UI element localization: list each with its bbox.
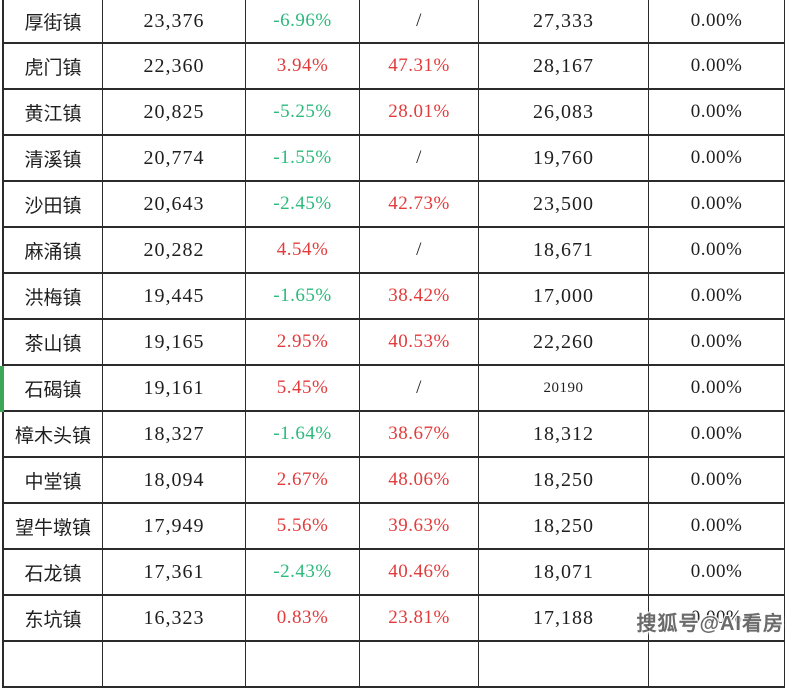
mom-change-cell: -6.96% <box>246 0 360 44</box>
ref-price-cell: 27,333 <box>479 0 649 44</box>
yoy-change-cell: / <box>360 0 479 44</box>
change-pct-cell: 0.00% <box>649 90 785 136</box>
price-cell: 17,949 <box>103 504 246 550</box>
ref-price-cell: 20190 <box>479 366 649 412</box>
ref-price-cell: 18,312 <box>479 412 649 458</box>
mom-change-cell: -1.55% <box>246 136 360 182</box>
change-pct-cell: 0.00% <box>649 228 785 274</box>
yoy-change-cell: 39.63% <box>360 504 479 550</box>
ref-price-cell: 17,188 <box>479 596 649 642</box>
price-cell: 20,825 <box>103 90 246 136</box>
price-cell: 22,360 <box>103 44 246 90</box>
yoy-change-cell: 38.67% <box>360 412 479 458</box>
ref-price-cell: 17,000 <box>479 274 649 320</box>
mom-change-cell: -1.65% <box>246 274 360 320</box>
mom-change-cell: 3.94% <box>246 44 360 90</box>
change-pct-cell: 0.00% <box>649 504 785 550</box>
mom-change-cell: 0.83% <box>246 596 360 642</box>
ref-price-cell: 22,260 <box>479 320 649 366</box>
price-cell: 20,643 <box>103 182 246 228</box>
yoy-change-cell: / <box>360 136 479 182</box>
price-cell: 19,161 <box>103 366 246 412</box>
yoy-change-cell: 42.73% <box>360 182 479 228</box>
clipped-empty-cell <box>479 642 649 688</box>
ref-price-cell: 23,500 <box>479 182 649 228</box>
ref-price-cell: 18,071 <box>479 550 649 596</box>
change-pct-cell: 0.00% <box>649 136 785 182</box>
change-pct-cell: 0.00% <box>649 274 785 320</box>
clipped-empty-cell <box>360 642 479 688</box>
ref-price-cell: 18,250 <box>479 458 649 504</box>
town-name-cell: 沙田镇 <box>4 182 103 228</box>
yoy-change-cell: / <box>360 366 479 412</box>
price-cell: 23,376 <box>103 0 246 44</box>
town-name-cell: 茶山镇 <box>4 320 103 366</box>
ref-price-cell: 19,760 <box>479 136 649 182</box>
town-name-cell: 黄江镇 <box>4 90 103 136</box>
yoy-change-cell: 40.53% <box>360 320 479 366</box>
clipped-empty-cell <box>649 642 785 688</box>
ref-price-cell: 28,167 <box>479 44 649 90</box>
town-name-cell: 中堂镇 <box>4 458 103 504</box>
price-cell: 18,094 <box>103 458 246 504</box>
town-name-cell: 樟木头镇 <box>4 412 103 458</box>
town-name-cell: 石碣镇 <box>4 366 103 412</box>
ref-price-cell: 18,671 <box>479 228 649 274</box>
mom-change-cell: -2.43% <box>246 550 360 596</box>
town-name-cell: 麻涌镇 <box>4 228 103 274</box>
price-cell: 20,774 <box>103 136 246 182</box>
yoy-change-cell: 23.81% <box>360 596 479 642</box>
yoy-change-cell: 48.06% <box>360 458 479 504</box>
change-pct-cell: 0.00% <box>649 44 785 90</box>
clipped-empty-cell <box>4 642 103 688</box>
mom-change-cell: 2.95% <box>246 320 360 366</box>
yoy-change-cell: 38.42% <box>360 274 479 320</box>
change-pct-cell: 0.00% <box>649 320 785 366</box>
change-pct-cell: 0.00% <box>649 458 785 504</box>
price-cell: 20,282 <box>103 228 246 274</box>
change-pct-cell: 0.00% <box>649 412 785 458</box>
yoy-change-cell: 47.31% <box>360 44 479 90</box>
change-pct-cell: 0.00% <box>649 550 785 596</box>
mom-change-cell: -1.64% <box>246 412 360 458</box>
price-cell: 18,327 <box>103 412 246 458</box>
change-pct-cell: 0.00% <box>649 182 785 228</box>
selected-row-marker <box>0 366 4 412</box>
mom-change-cell: -5.25% <box>246 90 360 136</box>
yoy-change-cell: / <box>360 228 479 274</box>
change-pct-cell: 0.00% <box>649 366 785 412</box>
mom-change-cell: 4.54% <box>246 228 360 274</box>
town-name-cell: 东坑镇 <box>4 596 103 642</box>
mom-change-cell: 2.67% <box>246 458 360 504</box>
clipped-empty-cell <box>246 642 360 688</box>
clipped-empty-cell <box>103 642 246 688</box>
yoy-change-cell: 40.46% <box>360 550 479 596</box>
town-name-cell: 厚街镇 <box>4 0 103 44</box>
price-cell: 19,165 <box>103 320 246 366</box>
town-name-cell: 洪梅镇 <box>4 274 103 320</box>
town-name-cell: 望牛墩镇 <box>4 504 103 550</box>
change-pct-cell: 0.00% <box>649 596 785 642</box>
mom-change-cell: -2.45% <box>246 182 360 228</box>
yoy-change-cell: 28.01% <box>360 90 479 136</box>
change-pct-cell: 0.00% <box>649 0 785 44</box>
ref-price-cell: 26,083 <box>479 90 649 136</box>
price-cell: 17,361 <box>103 550 246 596</box>
town-name-cell: 虎门镇 <box>4 44 103 90</box>
town-name-cell: 石龙镇 <box>4 550 103 596</box>
price-cell: 19,445 <box>103 274 246 320</box>
town-name-cell: 清溪镇 <box>4 136 103 182</box>
ref-price-cell: 18,250 <box>479 504 649 550</box>
mom-change-cell: 5.45% <box>246 366 360 412</box>
mom-change-cell: 5.56% <box>246 504 360 550</box>
price-cell: 16,323 <box>103 596 246 642</box>
